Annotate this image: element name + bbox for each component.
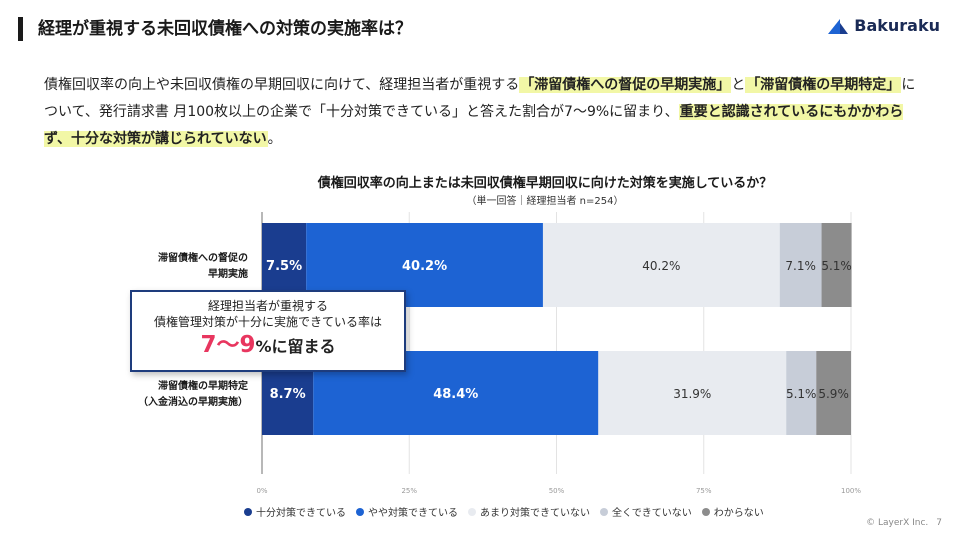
legend-swatch <box>600 507 608 516</box>
bar-data-label: 5.1% <box>786 387 817 401</box>
lead-text: と <box>731 77 746 93</box>
bakuraku-logo-text: Bakuraku <box>854 16 940 35</box>
callout-line-3: 7〜9%に留まる <box>132 332 404 360</box>
callout-line-2: 債権管理対策が十分に実施できている率は <box>153 315 382 329</box>
category-label: （入金消込の早期実施） <box>138 395 248 408</box>
bar-segment <box>816 351 851 435</box>
bar-segment <box>542 223 780 307</box>
lead-paragraph: 債権回収率の向上や未回収債権の早期回収に向けて、経理担当者が重視する「滞留債権へ… <box>44 72 924 153</box>
callout-suffix: %に留まる <box>255 337 336 356</box>
lead-highlight: 「滞留債権への督促の早期実施」 <box>519 77 732 93</box>
page-number: 7 <box>936 518 942 528</box>
page-title: 経理が重視する未回収債権への対策の実施率は？ <box>38 19 412 39</box>
legend-label: 全くできていない <box>612 508 692 519</box>
legend-swatch <box>468 507 476 516</box>
bar-data-label: 31.9% <box>673 387 711 401</box>
legend-item: 全くできていない <box>600 504 692 519</box>
bar-segment <box>821 223 852 307</box>
lead-highlight: 「滞留債権の早期特定」 <box>745 77 902 93</box>
x-tick-label: 25% <box>401 487 417 495</box>
bakuraku-logo-icon <box>828 18 849 34</box>
x-tick-label: 75% <box>696 487 712 495</box>
bar-segment <box>598 351 787 435</box>
chart-legend: 十分対策できている やや対策できている あまり対策できていない 全くできていない わから… <box>244 504 764 519</box>
bar-data-label: 7.5% <box>266 259 302 274</box>
legend-swatch <box>701 507 710 516</box>
legend-item: 十分対策できている <box>244 504 346 519</box>
legend-label: わからない <box>713 508 764 519</box>
category-label: 滞留債権への督促の <box>158 251 248 264</box>
chart-subtitle: （単一回答｜経理担当者 n=254） <box>466 196 624 207</box>
callout-highlight-range: 7〜9 <box>200 332 256 358</box>
legend-label: あまり対策できていない <box>480 508 590 519</box>
legend-swatch <box>244 507 252 516</box>
lead-text: 債権回収率の向上や未回収債権の早期回収に向けて、経理担当者が重視する <box>44 77 520 93</box>
legend-label: 十分対策できている <box>256 508 346 519</box>
bar-data-label: 7.1% <box>785 259 816 273</box>
bakuraku-logo: Bakuraku <box>826 16 940 35</box>
legend-item: やや対策できている <box>356 504 458 519</box>
bar-data-label: 5.9% <box>818 387 849 401</box>
callout-line-1: 経理担当者が重視する <box>207 299 328 313</box>
legend-item: あまり対策できていない <box>468 504 590 519</box>
bar-data-label: 48.4% <box>433 387 478 402</box>
lead-text: について、発行請求書 月100枚以上の企業で「十分対策できている」と答えた割合が… <box>44 77 916 120</box>
bar-segment <box>786 351 817 435</box>
footer: © LayerX Inc. 7 <box>858 518 942 528</box>
copyright: © LayerX Inc. <box>866 518 929 528</box>
x-tick-label: 0% <box>256 487 267 495</box>
bar-data-label: 8.7% <box>270 387 306 402</box>
x-tick-label: 50% <box>549 487 565 495</box>
legend-label: やや対策できている <box>368 508 458 519</box>
x-tick-label: 100% <box>841 487 861 495</box>
category-label: 早期実施 <box>208 267 248 280</box>
bar-data-label: 5.1% <box>821 259 852 273</box>
title-accent-bar <box>18 17 23 41</box>
bar-data-label: 40.2% <box>642 259 680 273</box>
callout-box: 経理担当者が重視する 債権管理対策が十分に実施できている率は 7〜9%に留まる <box>130 290 406 372</box>
legend-swatch <box>356 507 364 516</box>
bar-segment <box>779 223 822 307</box>
lead-text: 。 <box>267 131 282 147</box>
legend-item: わからない <box>701 504 764 519</box>
chart-title: 債権回収率の向上または未回収債権早期回収に向けた対策を実施しているか？ <box>317 176 773 191</box>
category-label: 滞留債権の早期特定 <box>158 379 248 392</box>
bar-data-label: 40.2% <box>402 259 447 274</box>
